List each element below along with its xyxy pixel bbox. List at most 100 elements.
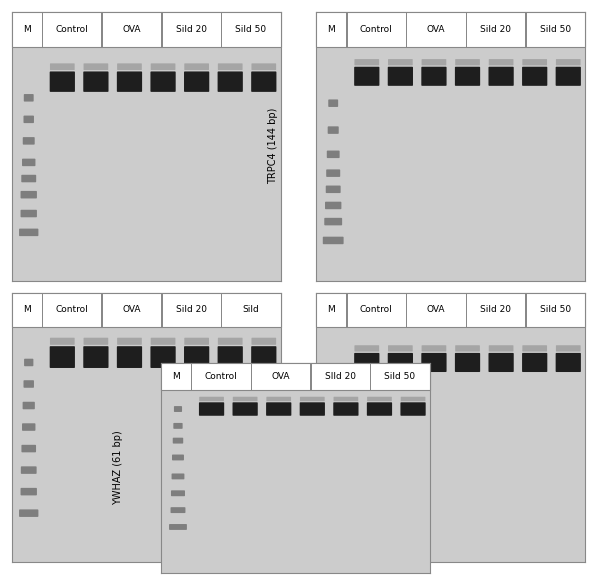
FancyBboxPatch shape — [174, 406, 182, 412]
FancyBboxPatch shape — [199, 402, 224, 416]
Text: OVA: OVA — [272, 372, 290, 381]
FancyBboxPatch shape — [21, 175, 36, 183]
Text: Sild 50: Sild 50 — [235, 25, 266, 34]
FancyBboxPatch shape — [354, 353, 380, 372]
Bar — [12, 292, 281, 328]
FancyBboxPatch shape — [327, 421, 339, 428]
FancyBboxPatch shape — [421, 345, 447, 352]
FancyBboxPatch shape — [184, 71, 210, 92]
FancyBboxPatch shape — [251, 346, 276, 368]
FancyBboxPatch shape — [323, 237, 344, 244]
Text: Control: Control — [56, 305, 88, 315]
Text: TRPC4 (144 bp): TRPC4 (144 bp) — [269, 108, 278, 184]
FancyBboxPatch shape — [218, 338, 242, 345]
Bar — [346, 292, 347, 328]
FancyBboxPatch shape — [401, 397, 426, 401]
Bar — [316, 292, 585, 328]
FancyBboxPatch shape — [556, 353, 581, 372]
FancyBboxPatch shape — [83, 346, 109, 368]
FancyBboxPatch shape — [233, 397, 257, 401]
FancyBboxPatch shape — [184, 346, 210, 368]
Text: M: M — [328, 25, 335, 34]
FancyBboxPatch shape — [455, 59, 480, 66]
FancyBboxPatch shape — [455, 345, 480, 352]
FancyBboxPatch shape — [173, 423, 183, 429]
FancyBboxPatch shape — [326, 461, 340, 469]
FancyBboxPatch shape — [367, 397, 392, 401]
FancyBboxPatch shape — [300, 402, 325, 416]
Text: Sild 20: Sild 20 — [480, 25, 511, 34]
FancyBboxPatch shape — [367, 402, 392, 416]
FancyBboxPatch shape — [455, 67, 480, 86]
FancyBboxPatch shape — [117, 346, 142, 368]
FancyBboxPatch shape — [218, 63, 242, 70]
FancyBboxPatch shape — [50, 346, 75, 368]
FancyBboxPatch shape — [387, 353, 413, 372]
FancyBboxPatch shape — [171, 507, 186, 513]
FancyBboxPatch shape — [421, 59, 447, 66]
FancyBboxPatch shape — [117, 71, 142, 92]
FancyBboxPatch shape — [556, 67, 581, 86]
FancyBboxPatch shape — [217, 346, 243, 368]
Text: M: M — [328, 305, 335, 315]
FancyBboxPatch shape — [22, 424, 35, 431]
Bar — [42, 12, 43, 47]
Bar — [161, 292, 162, 328]
Text: Control: Control — [360, 305, 392, 315]
FancyBboxPatch shape — [173, 438, 183, 443]
FancyBboxPatch shape — [23, 116, 34, 123]
FancyBboxPatch shape — [328, 126, 338, 134]
Bar — [101, 12, 103, 47]
FancyBboxPatch shape — [24, 359, 33, 366]
FancyBboxPatch shape — [489, 345, 513, 352]
Bar — [346, 12, 347, 47]
FancyBboxPatch shape — [488, 67, 514, 86]
Text: Control: Control — [56, 25, 88, 34]
Text: Control: Control — [360, 25, 392, 34]
Text: M: M — [173, 372, 180, 381]
Bar — [251, 363, 252, 390]
Bar — [525, 12, 527, 47]
FancyBboxPatch shape — [327, 150, 340, 158]
Bar — [310, 363, 312, 390]
FancyBboxPatch shape — [354, 67, 380, 86]
FancyBboxPatch shape — [328, 397, 338, 404]
Bar — [12, 12, 281, 47]
FancyBboxPatch shape — [326, 170, 340, 177]
FancyBboxPatch shape — [325, 202, 341, 209]
Text: YWHAZ (61 bp): YWHAZ (61 bp) — [113, 431, 123, 505]
Text: M: M — [23, 305, 30, 315]
FancyBboxPatch shape — [323, 515, 343, 522]
Text: OVA: OVA — [122, 305, 140, 315]
Text: Control: Control — [205, 372, 237, 381]
FancyBboxPatch shape — [117, 63, 142, 70]
FancyBboxPatch shape — [84, 63, 108, 70]
Bar — [466, 292, 467, 328]
FancyBboxPatch shape — [488, 353, 514, 372]
Text: Sild: Sild — [242, 305, 259, 315]
Bar — [161, 12, 162, 47]
FancyBboxPatch shape — [217, 71, 243, 92]
FancyBboxPatch shape — [20, 210, 37, 217]
FancyBboxPatch shape — [150, 71, 176, 92]
Text: OVA: OVA — [122, 25, 140, 34]
FancyBboxPatch shape — [251, 71, 276, 92]
FancyBboxPatch shape — [556, 345, 581, 352]
FancyBboxPatch shape — [117, 338, 142, 345]
FancyBboxPatch shape — [334, 397, 358, 401]
FancyBboxPatch shape — [556, 59, 581, 66]
FancyBboxPatch shape — [326, 185, 341, 193]
Text: TRPC6 (160 bp): TRPC6 (160 bp) — [269, 389, 278, 465]
FancyBboxPatch shape — [150, 346, 176, 368]
Text: Sild 20: Sild 20 — [176, 25, 207, 34]
FancyBboxPatch shape — [21, 466, 36, 474]
Text: Sild 50: Sild 50 — [384, 372, 416, 381]
Bar — [406, 292, 407, 328]
FancyBboxPatch shape — [184, 338, 209, 345]
FancyBboxPatch shape — [388, 59, 413, 66]
FancyBboxPatch shape — [266, 397, 291, 401]
FancyBboxPatch shape — [83, 71, 109, 92]
Text: SIld 20: SIld 20 — [325, 372, 356, 381]
FancyBboxPatch shape — [20, 488, 37, 495]
Text: Sild 20: Sild 20 — [480, 305, 511, 315]
